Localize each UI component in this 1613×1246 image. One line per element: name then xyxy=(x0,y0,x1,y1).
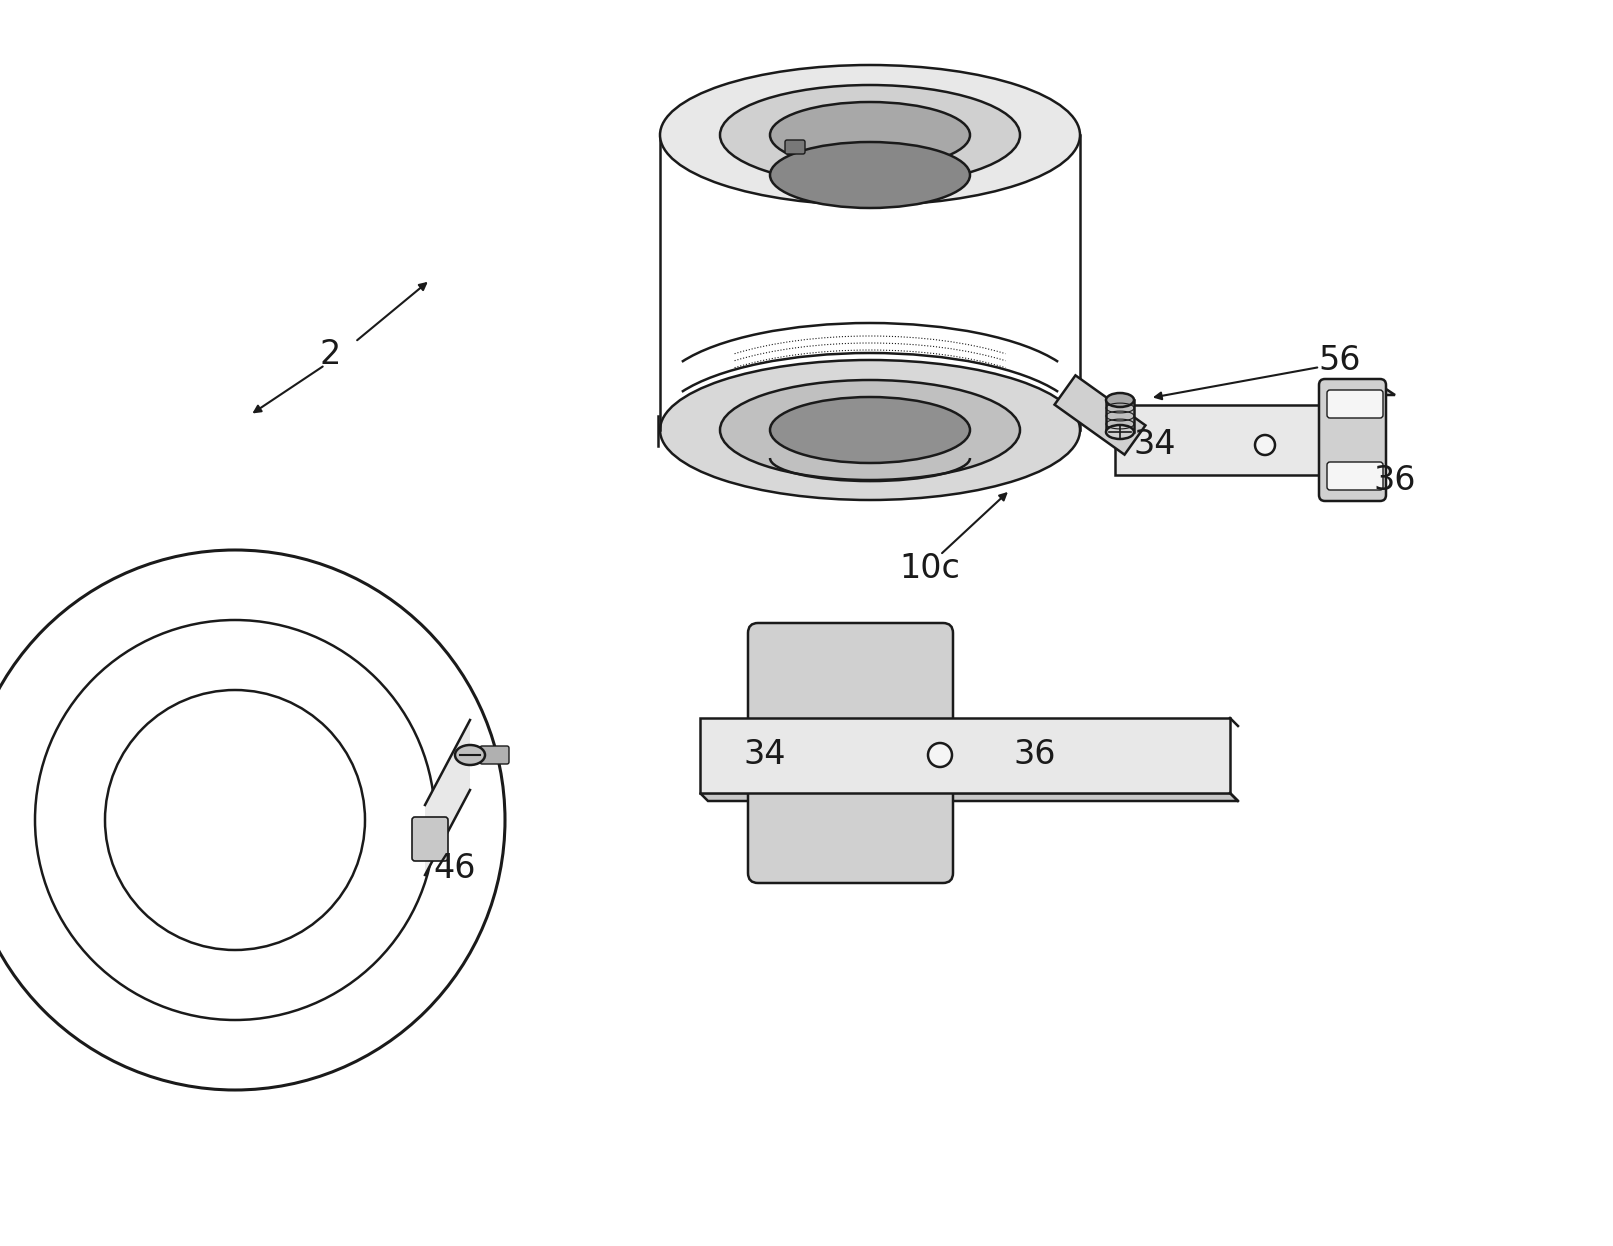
Circle shape xyxy=(927,743,952,768)
Ellipse shape xyxy=(769,397,969,464)
Text: 2: 2 xyxy=(319,339,340,371)
Ellipse shape xyxy=(455,745,486,765)
FancyBboxPatch shape xyxy=(786,140,805,155)
Text: 36: 36 xyxy=(1374,464,1416,496)
Polygon shape xyxy=(1055,375,1145,455)
Polygon shape xyxy=(1107,400,1134,432)
FancyBboxPatch shape xyxy=(748,623,953,733)
Text: 10c: 10c xyxy=(900,552,960,584)
Ellipse shape xyxy=(1107,392,1134,407)
Text: 36: 36 xyxy=(1013,739,1057,771)
FancyBboxPatch shape xyxy=(1327,390,1382,417)
FancyBboxPatch shape xyxy=(1327,462,1382,490)
FancyBboxPatch shape xyxy=(411,817,448,861)
Polygon shape xyxy=(1115,405,1336,475)
Ellipse shape xyxy=(660,65,1081,206)
Polygon shape xyxy=(660,65,869,500)
Polygon shape xyxy=(869,65,1081,500)
Ellipse shape xyxy=(769,102,969,168)
Text: 34: 34 xyxy=(1134,429,1176,461)
FancyBboxPatch shape xyxy=(748,778,953,883)
Ellipse shape xyxy=(769,142,969,208)
FancyBboxPatch shape xyxy=(1319,379,1386,501)
Ellipse shape xyxy=(719,380,1019,480)
Polygon shape xyxy=(700,718,1231,792)
Polygon shape xyxy=(424,720,469,875)
Ellipse shape xyxy=(719,85,1019,184)
FancyBboxPatch shape xyxy=(481,746,510,764)
Circle shape xyxy=(1255,435,1274,455)
Text: 34: 34 xyxy=(744,739,786,771)
Text: 46: 46 xyxy=(434,851,476,885)
Ellipse shape xyxy=(1107,425,1134,439)
Ellipse shape xyxy=(660,360,1081,500)
Text: 56: 56 xyxy=(1319,344,1361,376)
Polygon shape xyxy=(700,792,1239,801)
Polygon shape xyxy=(1324,385,1395,395)
